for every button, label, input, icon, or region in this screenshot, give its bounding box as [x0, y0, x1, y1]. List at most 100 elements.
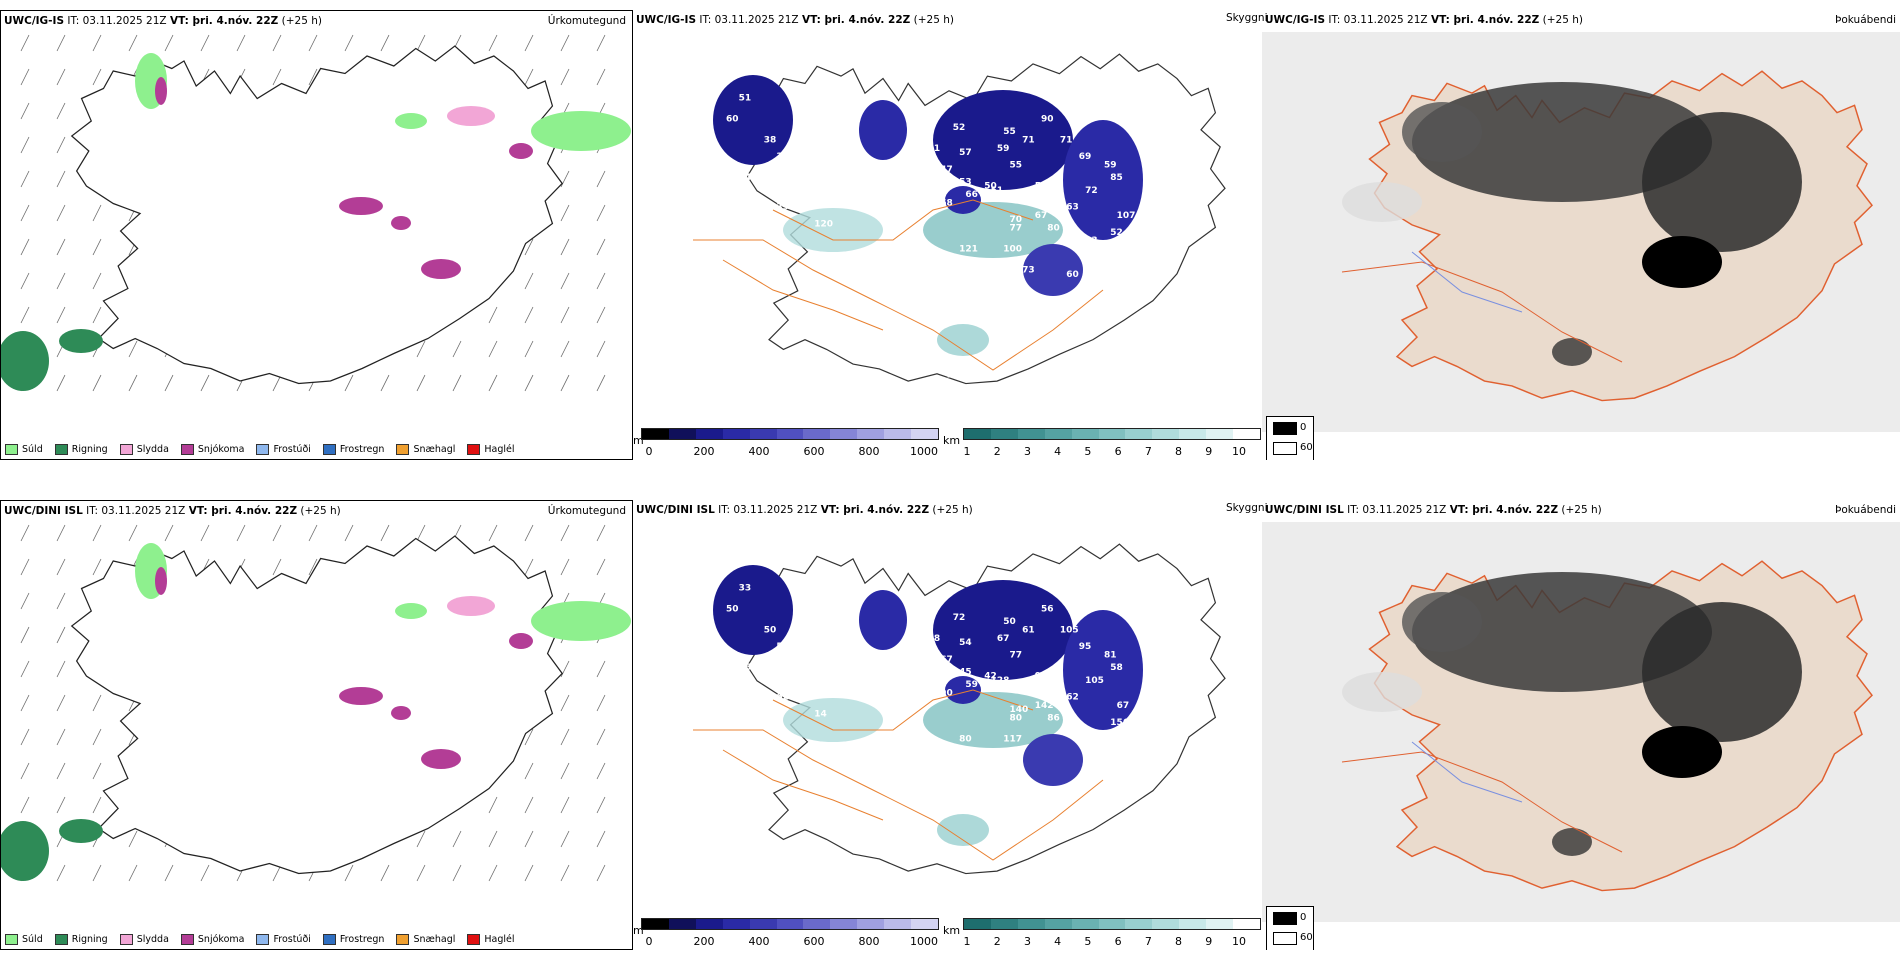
wind-barb: [560, 524, 570, 542]
legend-item: Snjókoma: [180, 444, 244, 455]
colorbar-tick: 9: [1205, 935, 1213, 948]
ceiling-value-label: 33: [739, 583, 752, 593]
wind-barb: [560, 558, 570, 576]
wind-barb: [524, 340, 534, 358]
fog-low-value: 60: [1300, 932, 1313, 943]
fog-title: Þokuábendi: [1835, 14, 1896, 26]
ceiling-value-label: 59: [997, 144, 1010, 154]
precip-type-panel: UWC/DINI ISL IT: 03.11.2025 21Z VT: þri.…: [0, 500, 633, 950]
ceiling-value-label: 80: [1010, 714, 1023, 724]
ceiling-value-label: 113: [1079, 236, 1098, 246]
colorbar-tick: 10: [1232, 445, 1246, 458]
wind-barb: [596, 558, 606, 576]
colorbar-tick: 8: [1175, 445, 1183, 458]
ceiling-colorbar: m 0 200 400 600 800 1000: [633, 918, 939, 950]
wind-barb: [524, 762, 534, 780]
wind-barb: [488, 374, 498, 392]
colorbar-tick: 2: [993, 935, 1001, 948]
legend-item: Snjókoma: [180, 934, 244, 945]
precip-areas: [1, 53, 631, 391]
legend-label: Rigning: [71, 444, 108, 455]
legend-label: Súld: [22, 444, 43, 455]
fog-title: Þokuábendi: [1835, 504, 1896, 516]
wind-barb: [524, 238, 534, 256]
wind-barb: [92, 374, 102, 392]
colorbar-segment: [1017, 919, 1045, 929]
colorbar-tick: 800: [858, 445, 880, 458]
ceiling-value-label: 109: [972, 261, 991, 271]
visibility-title: Skyggni: [1226, 12, 1268, 24]
colorbar-tick: 8: [1175, 935, 1183, 948]
ceiling-value-label: 71: [1022, 135, 1035, 145]
wind-barb: [488, 340, 498, 358]
fog-high-value: 0: [1300, 912, 1307, 923]
wind-barb: [344, 524, 354, 542]
wind-barb: [308, 558, 318, 576]
legend-item: Frostregn: [322, 934, 384, 945]
wind-barb: [560, 864, 570, 882]
wind-barb: [488, 796, 498, 814]
fog-low-value: 60: [1300, 442, 1313, 453]
ceiling-value-label: 80: [1047, 224, 1060, 234]
wind-barb: [92, 272, 102, 290]
wind-barb: [524, 796, 534, 814]
wind-barb: [272, 374, 282, 392]
ceiling-value-label: 47: [940, 165, 953, 175]
wind-barb: [596, 660, 606, 678]
colorbar-tick: 3: [1023, 445, 1031, 458]
colorbar-tick: 6: [1114, 445, 1122, 458]
wind-barb: [236, 524, 246, 542]
ceiling-value-label: 50: [726, 604, 739, 614]
wind-barb: [20, 694, 30, 712]
ceiling-value-label: 69: [1079, 152, 1092, 162]
colorbar-segment: [749, 919, 777, 929]
ceiling-value-label: 100: [1003, 245, 1022, 255]
wind-barb: [488, 306, 498, 324]
wind-barb: [20, 728, 30, 746]
colorbar-tick: 5: [1084, 445, 1092, 458]
ceiling-value-label: 60: [1066, 270, 1079, 280]
colorbar-tick: 0: [645, 445, 653, 458]
road-network: [693, 689, 1104, 861]
ceiling-value-label: 117: [1003, 735, 1022, 745]
wind-barb: [524, 68, 534, 86]
precip-legend: Súld Rigning Slydda Snjókoma Frostúði Frostre…: [5, 444, 527, 455]
colorbar-tick: 200: [693, 935, 715, 948]
legend-item: Frostúði: [256, 934, 311, 945]
wind-barb: [596, 830, 606, 848]
wind-barb: [560, 374, 570, 392]
ceiling-value-label: 58: [1110, 663, 1123, 673]
wind-barb: [560, 170, 570, 188]
wind-barb: [20, 592, 30, 610]
wind-barb: [56, 136, 66, 154]
wind-barb: [308, 524, 318, 542]
colorbar-tick: 1: [963, 445, 971, 458]
wind-barb: [20, 204, 30, 222]
wind-barb: [272, 558, 282, 576]
wind-barb: [596, 796, 606, 814]
colorbar-segment: [857, 429, 885, 439]
ceiling-value-label: 65: [707, 156, 720, 166]
wind-barb: [416, 524, 426, 542]
wind-barb: [92, 762, 102, 780]
wind-barb: [56, 762, 66, 780]
wind-barb: [596, 374, 606, 392]
colorbar-segment: [803, 919, 831, 929]
legend-swatch: [322, 934, 336, 945]
ceiling-value-label: 57: [1035, 182, 1048, 192]
wind-barb: [164, 34, 174, 52]
ceiling-value-label: 90: [940, 688, 953, 698]
ceiling-unit: m: [633, 924, 644, 937]
wind-barb: [560, 238, 570, 256]
wind-barb: [560, 272, 570, 290]
ceiling-value-label: 55: [1010, 161, 1023, 171]
ceiling-value-label: 120: [814, 219, 833, 229]
ceiling-value-label: 42: [852, 152, 865, 162]
wind-barb: [524, 374, 534, 392]
colorbar-tick: 1: [963, 935, 971, 948]
ceiling-header: UWC/DINI ISL IT: 03.11.2025 21Z VT: þri.…: [636, 504, 973, 516]
wind-barb: [596, 340, 606, 358]
wind-barb: [92, 34, 102, 52]
ceiling-value-label: 67: [1117, 701, 1130, 711]
colorbar-segment: [1179, 429, 1207, 439]
